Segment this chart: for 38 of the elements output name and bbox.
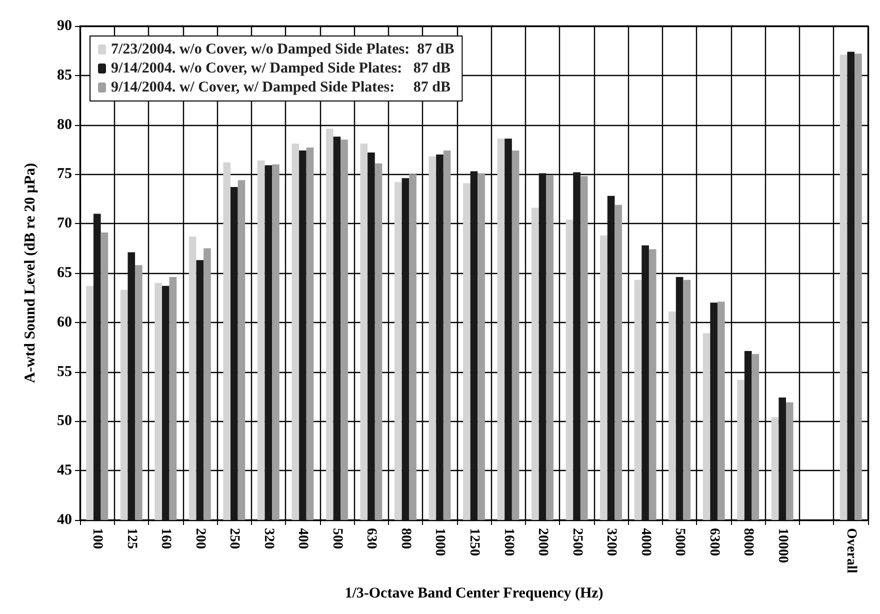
x-tick-label: 6300 bbox=[706, 528, 722, 556]
y-tick-label: 60 bbox=[57, 314, 72, 330]
x-tick-label: 630 bbox=[364, 528, 379, 549]
x-tick-label: 320 bbox=[260, 528, 276, 549]
x-tick-label: 1600 bbox=[500, 528, 516, 556]
y-tick-label: 80 bbox=[57, 116, 72, 133]
x-tick-label: 100 bbox=[90, 528, 105, 549]
x-tick-label: 2000 bbox=[535, 528, 550, 556]
x-tick-label: 1250 bbox=[466, 528, 482, 556]
legend-label: 9/14/2004. w/ Cover, w/ Damped Side Plates: 87 dB bbox=[111, 80, 450, 96]
x-axis-title: 1/3-Octave Band Center Frequency (Hz) bbox=[344, 586, 604, 602]
y-tick-label: 75 bbox=[57, 166, 72, 182]
x-tick-label: 160 bbox=[158, 528, 174, 549]
x-tick-label: 3200 bbox=[604, 528, 619, 556]
y-axis-title: A-wtd Sound Level (dB re 20 µPa) bbox=[22, 162, 38, 384]
y-tick-label: 55 bbox=[57, 364, 72, 380]
x-tick-label: 800 bbox=[398, 528, 413, 549]
legend-label: 9/14/2004. w/o Cover, w/ Damped Side Plates: 87 dB bbox=[111, 60, 450, 76]
y-tick-label: 90 bbox=[57, 18, 72, 34]
y-tick-label: 65 bbox=[57, 265, 72, 281]
y-tick-label: 40 bbox=[57, 512, 72, 528]
x-tick-label: Overall bbox=[843, 528, 858, 574]
x-tick-label: 200 bbox=[192, 528, 208, 549]
x-tick-label: 1000 bbox=[432, 528, 448, 556]
x-tick-label: 500 bbox=[329, 528, 344, 549]
x-tick-label: 8000 bbox=[740, 528, 756, 556]
y-tick-label: 50 bbox=[57, 413, 72, 430]
x-tick-label: 5000 bbox=[672, 528, 688, 556]
x-tick-label: 2500 bbox=[569, 528, 584, 556]
y-tick-label: 70 bbox=[57, 216, 72, 232]
x-tick-label: 4000 bbox=[638, 528, 653, 556]
y-tick-label: 85 bbox=[57, 67, 72, 84]
legend-label: 7/23/2004. w/o Cover, w/o Damped Side Plates: 87 dB bbox=[111, 42, 454, 58]
x-tick-label: 10000 bbox=[774, 528, 790, 563]
x-tick-label: 400 bbox=[295, 528, 310, 549]
x-tick-label: 250 bbox=[226, 528, 242, 549]
y-tick-label: 45 bbox=[57, 462, 72, 479]
x-tick-label: 125 bbox=[124, 528, 139, 549]
